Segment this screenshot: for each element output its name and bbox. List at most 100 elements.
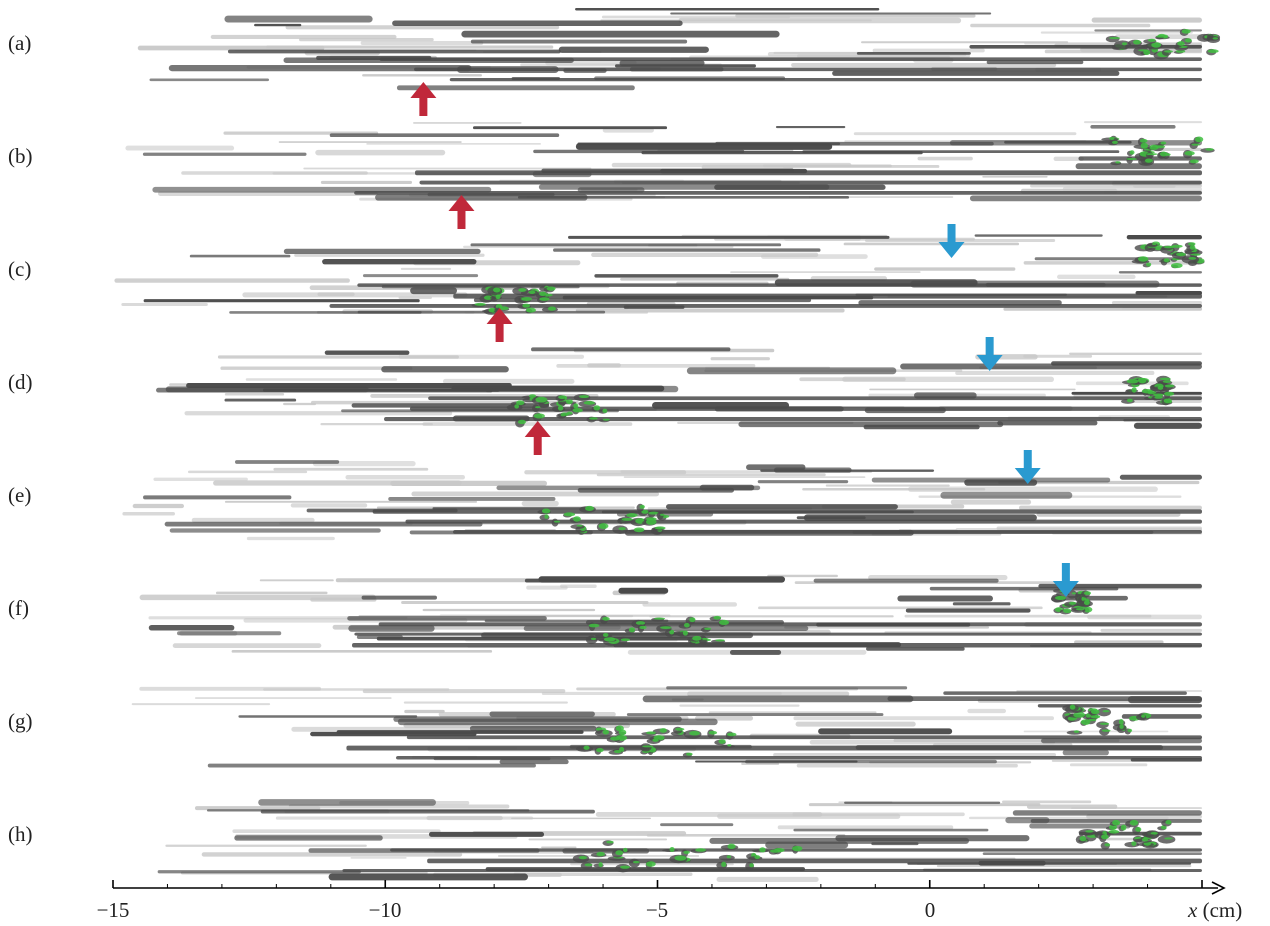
vortex-core: [640, 743, 652, 752]
low-speed-streak: [283, 402, 317, 406]
high-speed-streak: [1119, 474, 1202, 480]
vortex-core: [1189, 142, 1198, 149]
vortex-structure: [1141, 389, 1153, 394]
vortex-structure: [621, 517, 634, 521]
vortex-structure: [708, 730, 718, 735]
low-speed-streak: [853, 132, 1077, 136]
low-speed-streak: [1024, 42, 1202, 45]
long-streak: [449, 77, 1203, 82]
vortex-structure: [695, 848, 707, 852]
low-speed-streak: [735, 14, 976, 18]
vortex-structure: [598, 862, 603, 868]
red-arrow-icon: [448, 195, 475, 229]
high-speed-streak: [388, 496, 556, 501]
high-speed-streak: [361, 595, 437, 600]
vortex-structure: [525, 307, 536, 313]
panel-label-a: (a): [8, 31, 32, 55]
high-speed-streak: [322, 258, 477, 265]
low-speed-streak: [620, 277, 790, 281]
vortex-structure: [1177, 41, 1185, 46]
vortex-structure: [547, 306, 557, 311]
vortex-core: [1136, 714, 1147, 721]
long-streak: [414, 67, 1202, 72]
low-speed-streak: [401, 600, 649, 604]
high-speed-streak: [1075, 163, 1202, 170]
low-speed-streak: [217, 355, 459, 359]
vortex-structure: [689, 730, 701, 736]
low-speed-streak: [950, 499, 1032, 505]
vortex-structure: [578, 855, 588, 860]
vortex-structure: [759, 847, 766, 853]
low-speed-streak: [259, 579, 334, 582]
high-speed-streak: [432, 507, 590, 510]
high-speed-streak: [473, 126, 668, 130]
high-speed-streak: [803, 514, 1037, 522]
vortex-structure: [1111, 140, 1118, 144]
red-arrow-icon-shaft: [495, 320, 504, 342]
low-speed-streak: [350, 857, 407, 859]
low-speed-streak: [345, 474, 465, 480]
low-speed-streak: [1111, 300, 1202, 305]
vortex-structure: [1170, 262, 1183, 269]
vortex-structure: [639, 504, 645, 509]
vortex-structure: [769, 849, 781, 853]
long-streak: [453, 293, 1202, 299]
high-speed-streak: [168, 64, 472, 72]
vortex-structure: [1104, 843, 1111, 847]
high-speed-streak: [531, 347, 731, 352]
high-speed-streak: [1127, 696, 1202, 704]
vortex-core: [718, 854, 735, 861]
vortex-structure: [1126, 157, 1137, 161]
high-speed-streak: [558, 46, 709, 53]
red-arrow-icon-head: [448, 195, 475, 211]
panel-h: [157, 799, 1202, 883]
vortex-structure: [675, 727, 685, 731]
high-speed-streak: [143, 495, 292, 500]
blue-arrow-icon: [1014, 450, 1041, 484]
vortex-structure: [1071, 592, 1076, 595]
panel-f: [139, 574, 1203, 655]
vortex-structure: [1152, 393, 1164, 397]
blue-arrow-icon-shaft: [1023, 450, 1032, 472]
high-speed-streak: [254, 23, 302, 27]
low-speed-streak: [463, 245, 734, 249]
vortex-structure: [1155, 35, 1168, 38]
vortex-structure: [518, 288, 527, 292]
vortex-structure: [1075, 608, 1085, 611]
low-speed-streak: [1023, 730, 1169, 733]
low-speed-streak: [874, 267, 1016, 271]
low-speed-streak: [285, 25, 560, 30]
low-speed-streak: [528, 838, 668, 841]
high-speed-streak: [666, 686, 908, 690]
vortex-structure: [1157, 385, 1164, 390]
vortex-structure: [1081, 596, 1087, 602]
vortex-structure: [553, 520, 561, 523]
low-speed-streak: [362, 74, 482, 77]
long-streak: [378, 622, 1202, 627]
vortex-structure: [1109, 824, 1118, 830]
low-speed-streak: [825, 484, 950, 487]
vortex-core: [585, 635, 598, 645]
low-speed-streak: [679, 704, 800, 707]
panel-a: [137, 8, 1203, 91]
high-speed-streak: [887, 696, 1202, 702]
blue-arrow-icon-head: [938, 242, 965, 258]
high-speed-streak: [594, 274, 779, 278]
vortex-structure: [516, 400, 525, 406]
vortex-structure: [1131, 841, 1137, 846]
vortex-structure: [1188, 242, 1196, 246]
high-speed-streak: [1071, 391, 1202, 395]
vortex-structure: [1163, 258, 1170, 263]
blue-arrow-icon-shaft: [947, 224, 956, 246]
high-speed-streak: [283, 248, 481, 255]
vortex-structure: [1141, 837, 1149, 842]
high-speed-streak: [1118, 271, 1202, 274]
red-arrow-icon: [524, 421, 551, 455]
high-speed-streak: [969, 195, 1202, 202]
long-streak: [352, 642, 1203, 648]
vortex-structure: [565, 399, 573, 405]
vortex-structure: [541, 508, 551, 514]
high-speed-streak: [461, 30, 780, 38]
panel-label-d: (d): [8, 370, 33, 394]
long-streak: [384, 416, 1202, 422]
